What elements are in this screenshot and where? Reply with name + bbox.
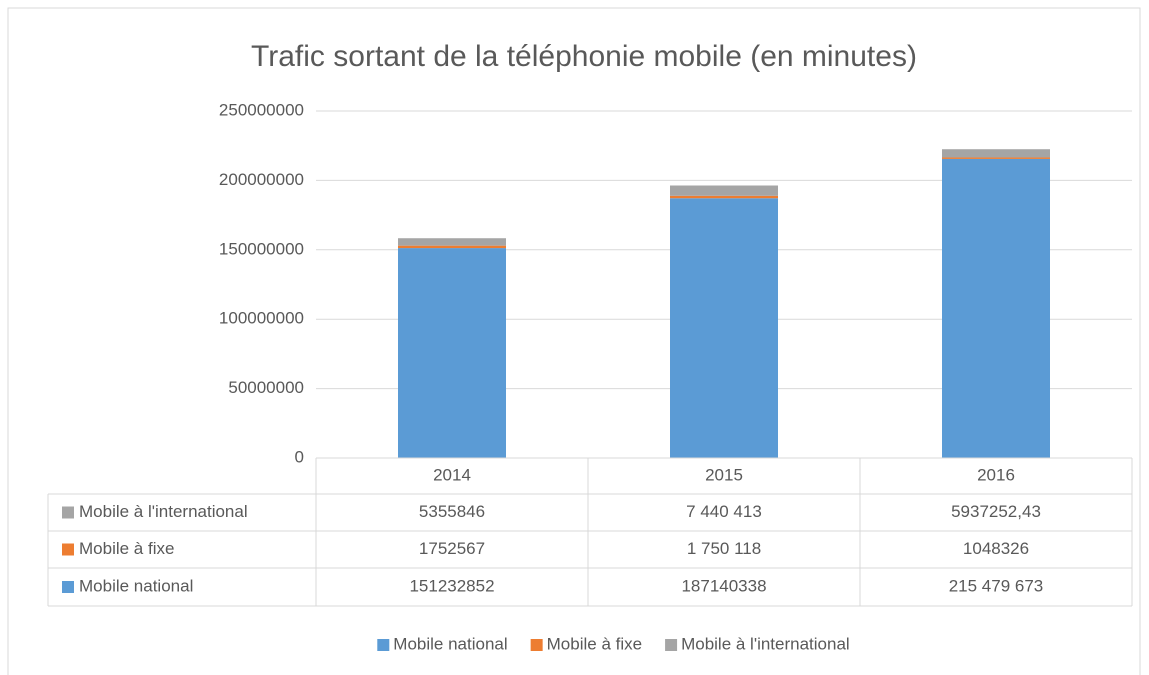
table-row-label: Mobile à fixe [79, 539, 174, 558]
table-cell: 151232852 [409, 576, 494, 595]
legend-key [530, 639, 543, 651]
table-row-label: Mobile à l'international [79, 502, 248, 521]
table-legend-key [62, 506, 74, 519]
chart-frame [7, 7, 1141, 675]
y-tick-label: 250000000 [219, 100, 304, 119]
x-tick-label: 2016 [977, 465, 1015, 484]
bar-segment [670, 198, 778, 458]
bar-segment [670, 195, 778, 199]
chart-title: Trafic sortant de la téléphonie mobile (… [251, 40, 917, 73]
table-cell: 5937252,43 [951, 502, 1041, 521]
table-cell: 215 479 673 [949, 576, 1044, 595]
legend-key [377, 639, 390, 651]
table-legend-key [62, 543, 74, 556]
y-tick-label: 100000000 [219, 309, 304, 328]
table-cell: 7 440 413 [686, 502, 762, 521]
legend-key [665, 639, 678, 651]
y-tick-label: 0 [295, 447, 304, 466]
y-tick-label: 150000000 [219, 239, 304, 258]
legend-label: Mobile à fixe [547, 634, 642, 653]
x-tick-label: 2015 [705, 465, 743, 484]
bar-segment [670, 185, 778, 196]
legend-label: Mobile national [393, 634, 507, 653]
bar-segment [398, 238, 506, 246]
legend-label: Mobile à l'international [681, 634, 850, 653]
table-row-label: Mobile national [79, 576, 193, 595]
table-cell: 1048326 [963, 539, 1029, 558]
y-tick-label: 200000000 [219, 170, 304, 189]
bar-segment [942, 158, 1050, 458]
table-legend-key [62, 581, 74, 593]
x-tick-label: 2014 [433, 465, 471, 484]
table-cell: 187140338 [681, 576, 766, 595]
y-tick-label: 50000000 [228, 378, 304, 397]
bar-segment [398, 248, 506, 458]
table-cell: 1 750 118 [687, 539, 761, 558]
bar-segment [942, 157, 1050, 159]
table-cell: 5355846 [419, 502, 485, 521]
table-cell: 1752567 [419, 539, 485, 558]
bar-segment [942, 149, 1050, 158]
bar-segment [398, 245, 506, 249]
